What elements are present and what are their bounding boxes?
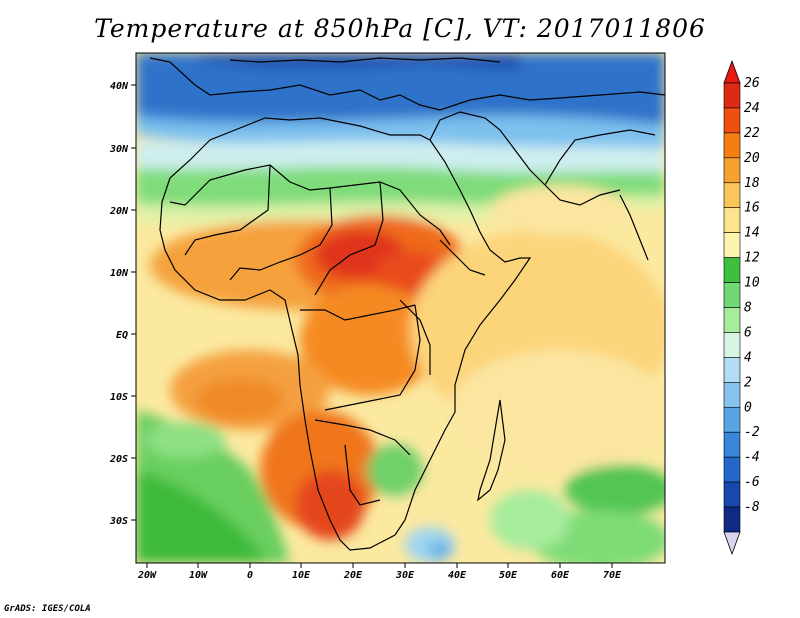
colorbar-label: 26 bbox=[744, 76, 760, 91]
colorbar-label: 12 bbox=[744, 251, 760, 266]
colorbar-bottom-triangle bbox=[723, 531, 741, 556]
colorbar-swatch bbox=[723, 257, 741, 283]
colorbar-label: -2 bbox=[744, 425, 760, 440]
colorbar-label: 8 bbox=[744, 301, 752, 316]
lon-tick-label: 70E bbox=[603, 570, 622, 581]
colorbar-swatch bbox=[723, 456, 741, 483]
colorbar-swatch bbox=[723, 481, 741, 508]
colorbar-swatch bbox=[723, 132, 741, 159]
colorbar-swatch bbox=[723, 82, 741, 109]
plot-frame bbox=[135, 52, 666, 564]
colorbar-swatch bbox=[723, 207, 741, 233]
colorbar-label: -4 bbox=[744, 450, 760, 465]
colorbar-swatch bbox=[723, 431, 741, 458]
lat-tick-label: 20N bbox=[109, 206, 129, 217]
lon-tick-label: 20E bbox=[343, 570, 363, 581]
colorbar-top-triangle bbox=[723, 59, 741, 84]
colorbar-label: -8 bbox=[744, 500, 760, 515]
colorbar-swatch bbox=[723, 332, 741, 358]
colorbar-label: 6 bbox=[744, 325, 752, 340]
grads-credit: GrADS: IGES/COLA bbox=[4, 604, 91, 614]
colorbar-label: 10 bbox=[744, 276, 760, 291]
colorbar-swatch bbox=[723, 182, 741, 209]
colorbar-label: 2 bbox=[744, 375, 752, 390]
colorbar-swatch bbox=[723, 107, 741, 134]
colorbar-label: 14 bbox=[744, 226, 760, 241]
lon-tick-label: 0 bbox=[247, 570, 253, 581]
temperature-field bbox=[136, 53, 665, 563]
lat-tick-label: 30N bbox=[109, 144, 129, 155]
lat-tick-label: 10S bbox=[110, 392, 128, 403]
lon-tick-label: 10W bbox=[189, 570, 208, 581]
lon-tick-label: 40E bbox=[448, 570, 467, 581]
colorbar-label: 24 bbox=[744, 101, 760, 116]
colorbar-swatch bbox=[723, 282, 741, 308]
map-title: Temperature at 850hPa [C], VT: 201701180… bbox=[94, 14, 706, 43]
colorbar-swatch bbox=[723, 232, 741, 258]
colorbar-swatch bbox=[723, 307, 741, 333]
lon-tick-label: 20W bbox=[137, 570, 157, 581]
lat-tick-label: EQ bbox=[116, 330, 128, 341]
lon-tick-label: 10E bbox=[292, 570, 311, 581]
lat-tick-label: 30S bbox=[109, 516, 128, 527]
colorbar-label: 0 bbox=[744, 400, 752, 415]
lat-axis: 40N 30N 20N 10N EQ 10S 20S 30S bbox=[109, 81, 136, 527]
colorbar-swatch bbox=[723, 157, 741, 184]
colorbar-swatch bbox=[723, 382, 741, 408]
coastlines bbox=[149, 57, 665, 551]
lon-axis: 20W 10W 0 10E 20E 30E 40E 50E 60E 70E bbox=[137, 563, 622, 581]
colorbar-label: 16 bbox=[744, 201, 760, 216]
lat-tick-label: 10N bbox=[110, 268, 129, 279]
colorbar-label: 4 bbox=[744, 350, 752, 365]
lon-tick-label: 60E bbox=[551, 570, 570, 581]
colorbar-label: 18 bbox=[744, 176, 760, 191]
colorbar-label: 20 bbox=[744, 151, 760, 166]
colorbar-label: -6 bbox=[744, 475, 760, 490]
lon-tick-label: 30E bbox=[395, 570, 415, 581]
lat-tick-label: 40N bbox=[110, 81, 129, 92]
lat-tick-label: 20S bbox=[109, 454, 128, 465]
colorbar-swatch bbox=[723, 406, 741, 433]
colorbar-swatch bbox=[723, 357, 741, 383]
lon-tick-label: 50E bbox=[499, 570, 518, 581]
colorbar-swatch bbox=[723, 506, 741, 533]
colorbar-label: 22 bbox=[744, 126, 760, 141]
